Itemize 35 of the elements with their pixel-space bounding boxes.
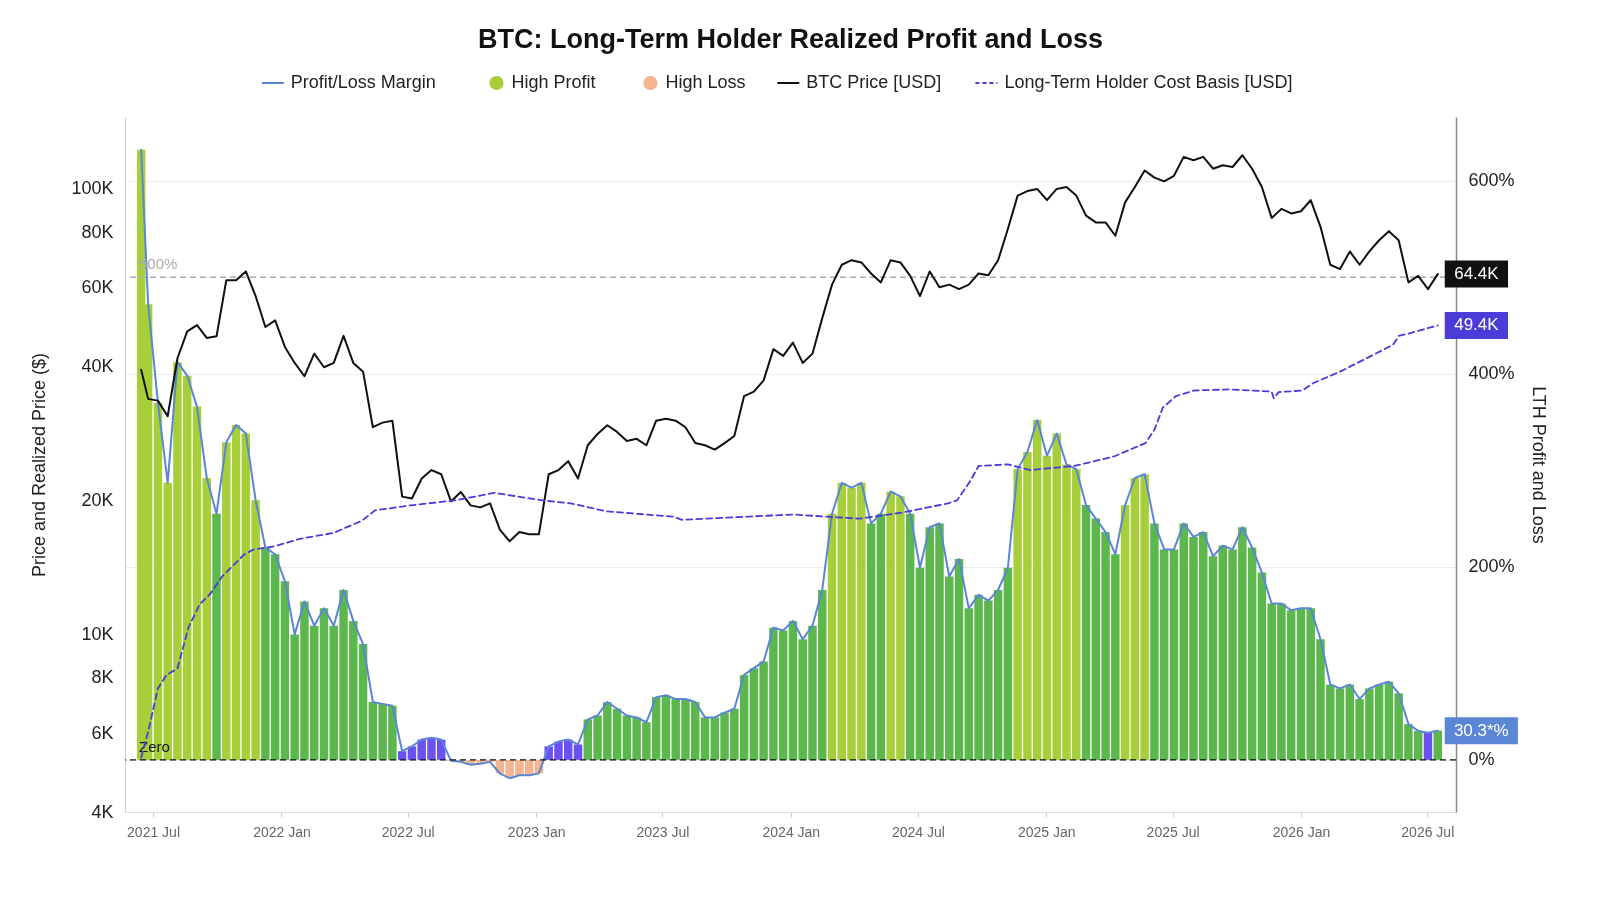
y-tick-label: 8K: [91, 667, 114, 688]
y-tick-label: 60K: [81, 277, 114, 298]
x-tick-label: 2023 Jan: [507, 823, 566, 840]
y2-tick-label: 600%: [1468, 170, 1515, 191]
data-label: 30.3*%: [1453, 720, 1509, 740]
y-axis-title: Price and Realized Price ($): [29, 352, 50, 578]
y-tick-label: 40K: [81, 355, 114, 376]
chart-title: BTC: Long-Term Holder Realized Profit and Loss: [477, 24, 1104, 54]
x-tick-label: 2021 Jul: [127, 823, 180, 840]
legend-label: Profit/Loss Margin: [290, 72, 436, 92]
x-tick-label: 2022 Jan: [253, 823, 311, 840]
legend-label: Long-Term Holder Cost Basis [USD]: [1004, 72, 1293, 92]
x-tick-label: 2023 Jul: [636, 823, 690, 840]
x-tick-label: 2022 Jul: [381, 823, 435, 840]
y-tick-label: 80K: [81, 221, 114, 242]
x-tick-label: 2025 Jul: [1146, 823, 1200, 840]
legend-label: High Loss: [665, 72, 746, 92]
y-tick-label: 4K: [91, 801, 114, 822]
y2-tick-label: 200%: [1468, 556, 1515, 577]
y-tick-label: 20K: [81, 489, 114, 510]
y-tick-label: 10K: [81, 624, 114, 645]
y2-axis-title: LTH Profit and Loss: [1528, 386, 1549, 544]
y2-tick-label: 0%: [1468, 749, 1495, 770]
data-label: 49.4K: [1454, 315, 1500, 335]
x-tick-label: 2026 Jul: [1401, 823, 1455, 840]
legend-label: High Profit: [511, 72, 596, 92]
x-tick-label: 2024 Jul: [891, 823, 945, 840]
y2-tick-label: 400%: [1468, 363, 1515, 384]
y-tick-label: 6K: [91, 723, 114, 744]
legend-label: BTC Price [USD]: [806, 72, 942, 92]
x-tick-label: 2024 Jan: [762, 823, 821, 840]
data-label: 64.4K: [1454, 264, 1500, 284]
x-tick-label: 2026 Jan: [1272, 823, 1331, 840]
y-tick-label: 100K: [71, 178, 114, 199]
x-tick-label: 2025 Jan: [1017, 823, 1076, 840]
